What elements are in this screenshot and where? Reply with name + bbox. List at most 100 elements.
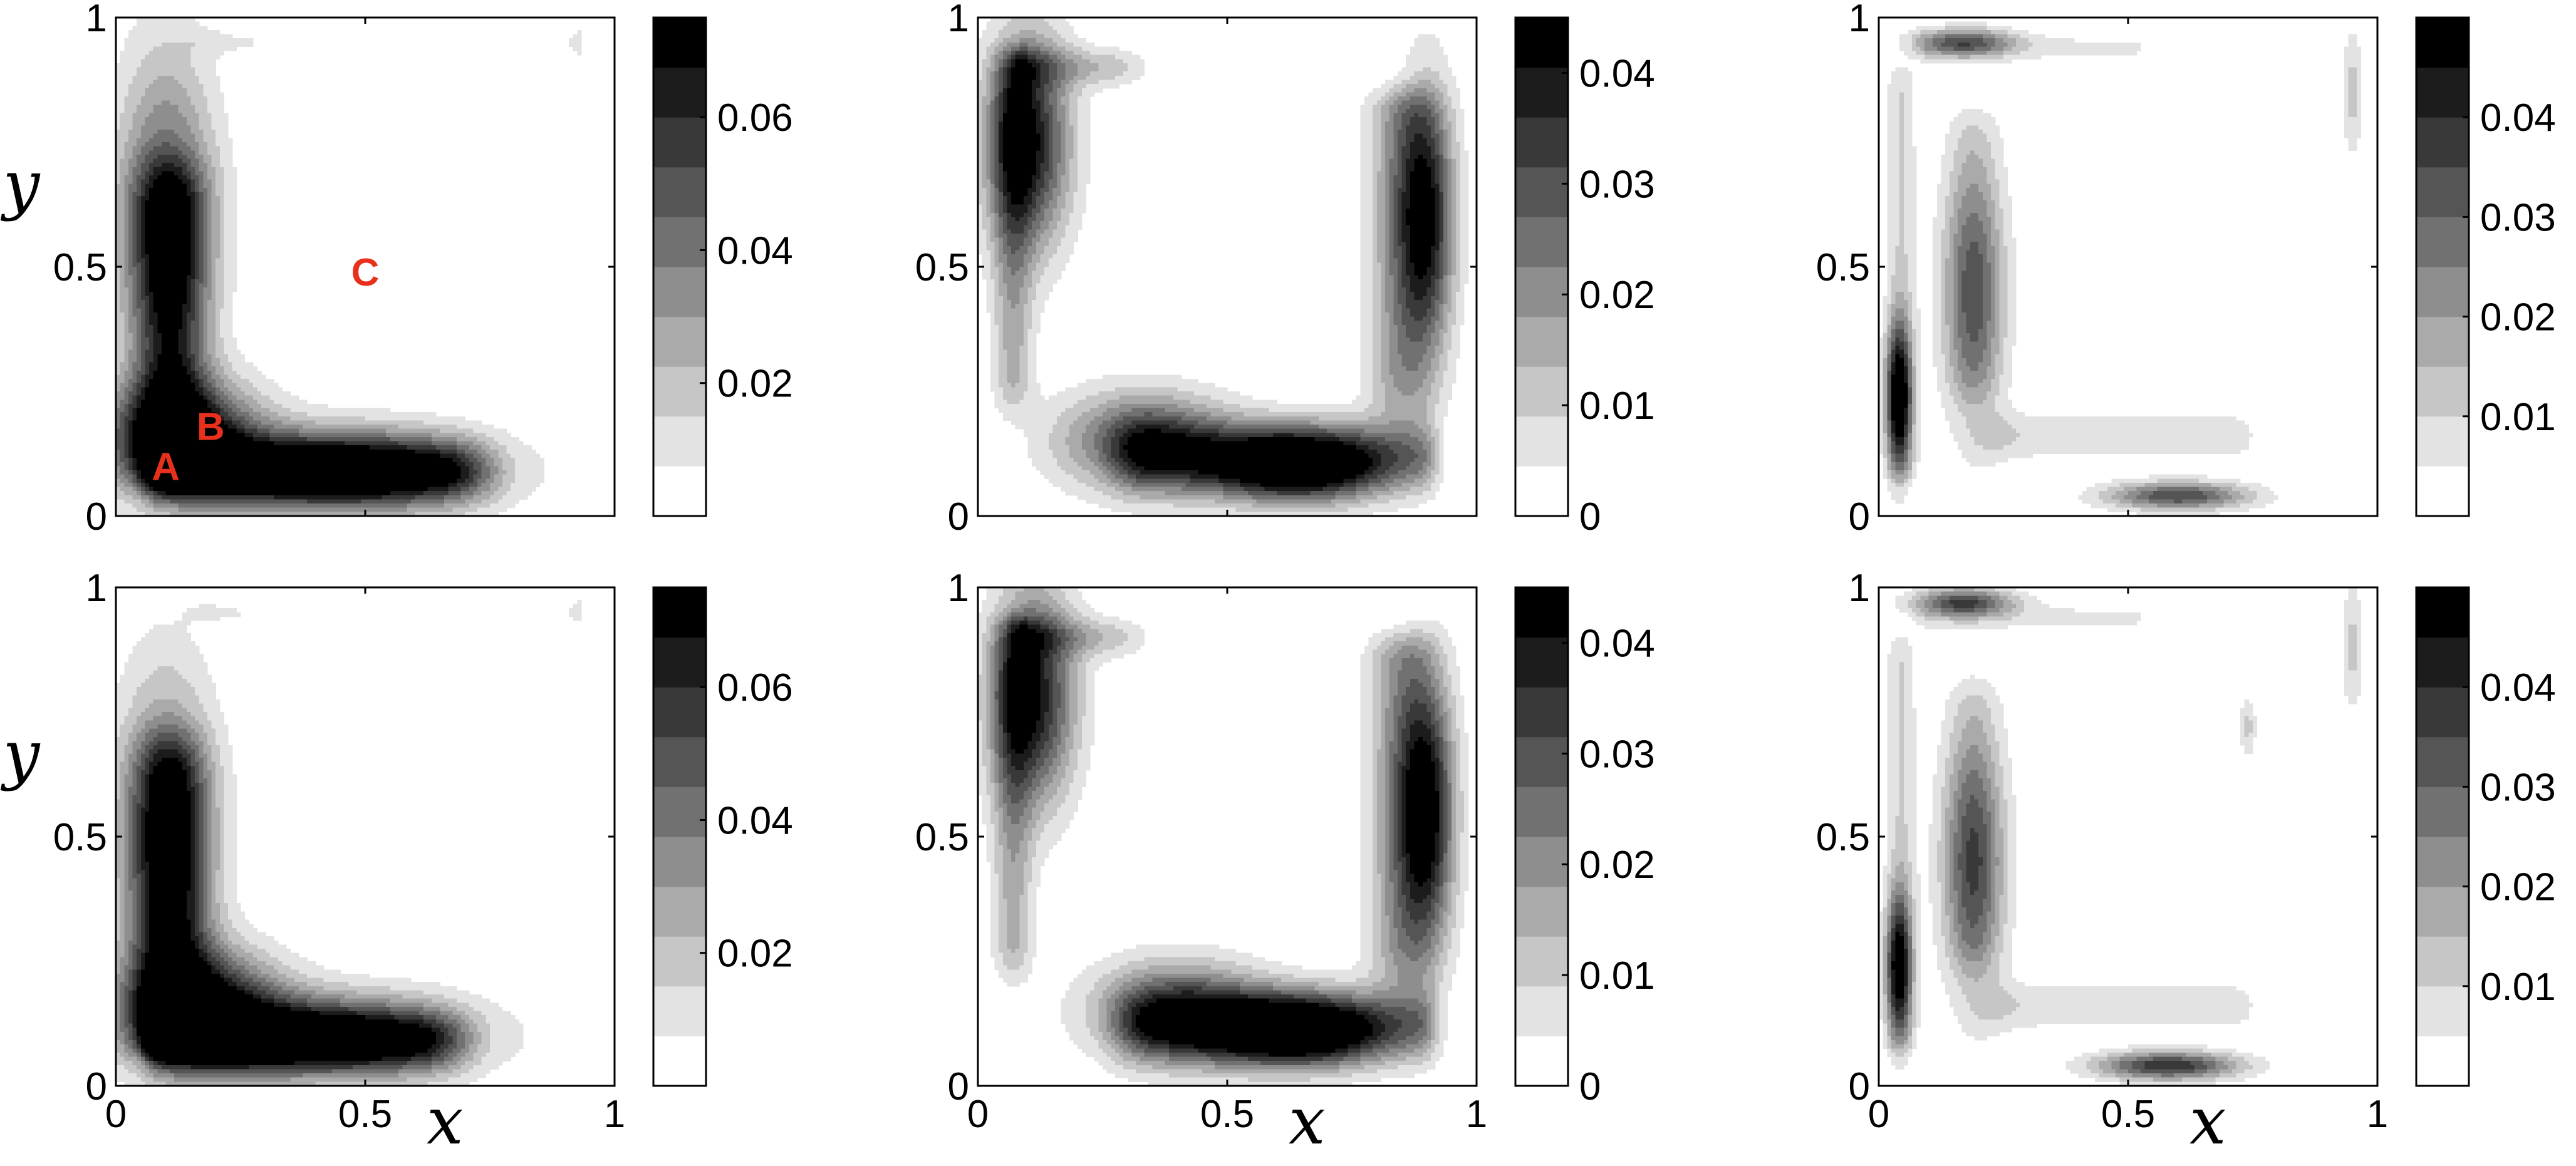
contour-cell bbox=[228, 441, 232, 446]
contour-cell bbox=[241, 487, 245, 492]
contour-cell bbox=[133, 183, 137, 188]
contour-cell bbox=[257, 408, 262, 413]
contour-cell bbox=[162, 63, 166, 68]
contour-cell bbox=[482, 487, 486, 492]
contour-cell bbox=[303, 499, 308, 503]
contour-cell bbox=[486, 491, 490, 495]
contour-cell bbox=[311, 491, 316, 495]
contour-cell bbox=[228, 167, 232, 172]
contour-cell bbox=[187, 225, 191, 230]
contour-cell bbox=[207, 308, 212, 312]
contour-cell bbox=[120, 205, 125, 209]
contour-cell bbox=[179, 200, 183, 205]
contour-cell bbox=[203, 88, 207, 93]
contour-cell bbox=[182, 250, 187, 254]
contour-cell bbox=[241, 43, 245, 47]
contour-cell bbox=[137, 171, 141, 175]
contour-cell bbox=[212, 188, 216, 192]
contour-cell bbox=[141, 371, 145, 375]
contour-cell bbox=[190, 408, 195, 413]
contour-cell bbox=[394, 470, 398, 475]
contour-cell bbox=[190, 26, 195, 30]
contour-cell bbox=[141, 250, 145, 254]
contour-cell bbox=[253, 420, 257, 425]
contour-cell bbox=[187, 221, 191, 225]
contour-cell bbox=[120, 259, 125, 263]
contour-cell bbox=[120, 63, 125, 68]
contour-cell bbox=[153, 88, 158, 93]
contour-cell bbox=[157, 167, 162, 172]
contour-cell bbox=[370, 441, 374, 446]
contour-cell bbox=[190, 183, 195, 188]
contour-cell bbox=[182, 341, 187, 346]
contour-cell bbox=[145, 221, 149, 225]
contour-cell bbox=[124, 109, 128, 113]
contour-cell bbox=[195, 354, 199, 358]
contour-cell bbox=[220, 150, 224, 155]
contour-cell bbox=[174, 234, 179, 238]
contour-cell bbox=[232, 246, 237, 250]
contour-cell bbox=[378, 420, 382, 425]
contour-cell bbox=[195, 346, 199, 350]
contour-cell bbox=[216, 51, 220, 55]
contour-cell bbox=[195, 350, 199, 354]
contour-cell bbox=[203, 196, 207, 200]
contour-cell bbox=[373, 408, 378, 413]
contour-cell bbox=[199, 38, 204, 43]
contour-cell bbox=[128, 441, 133, 446]
contour-cell bbox=[257, 391, 262, 396]
contour-cell bbox=[394, 466, 398, 470]
contour-cell bbox=[199, 171, 204, 175]
contour-cell bbox=[203, 284, 207, 288]
contour-cell bbox=[195, 321, 199, 325]
contour-cell bbox=[440, 491, 444, 495]
contour-cell bbox=[440, 433, 444, 437]
contour-cell bbox=[224, 150, 228, 155]
contour-cell bbox=[124, 287, 128, 292]
contour-cell bbox=[332, 433, 336, 437]
contour-cell bbox=[133, 68, 137, 72]
contour-cell bbox=[299, 441, 303, 446]
contour-cell bbox=[212, 171, 216, 175]
contour-cell bbox=[141, 259, 145, 263]
contour-cell bbox=[207, 43, 212, 47]
contour-cell bbox=[162, 205, 166, 209]
contour-cell bbox=[220, 234, 224, 238]
contour-cell bbox=[162, 155, 166, 159]
contour-cell bbox=[190, 433, 195, 437]
contour-cell bbox=[179, 374, 183, 379]
contour-cell bbox=[232, 383, 237, 388]
contour-cell bbox=[166, 267, 170, 271]
contour-cell bbox=[299, 487, 303, 492]
contour-cell bbox=[120, 304, 125, 309]
contour-cell bbox=[348, 412, 353, 416]
contour-cell bbox=[216, 196, 220, 200]
contour-cell bbox=[120, 391, 125, 396]
contour-cell bbox=[190, 155, 195, 159]
contour-cell bbox=[170, 205, 174, 209]
contour-cell bbox=[398, 433, 403, 437]
contour-cell bbox=[170, 416, 174, 421]
contour-cell bbox=[153, 238, 158, 242]
contour-cell bbox=[216, 259, 220, 263]
contour-cell bbox=[149, 246, 153, 250]
contour-cell bbox=[415, 437, 420, 441]
contour-cell bbox=[232, 371, 237, 375]
contour-cell bbox=[174, 379, 179, 383]
contour-cell bbox=[527, 458, 532, 462]
contour-cell bbox=[241, 462, 245, 467]
contour-cell bbox=[220, 470, 224, 475]
contour-cell bbox=[182, 450, 187, 454]
contour-cell bbox=[137, 329, 141, 334]
contour-cell bbox=[378, 487, 382, 492]
contour-cell bbox=[386, 425, 390, 429]
contour-cell bbox=[398, 412, 403, 416]
contour-cell bbox=[203, 221, 207, 225]
contour-cell bbox=[212, 475, 216, 479]
contour-cell bbox=[449, 441, 453, 446]
contour-cell bbox=[232, 234, 237, 238]
contour-cell bbox=[224, 346, 228, 350]
contour-cell bbox=[507, 475, 511, 479]
contour-cell bbox=[423, 466, 428, 470]
contour-cell bbox=[382, 433, 387, 437]
